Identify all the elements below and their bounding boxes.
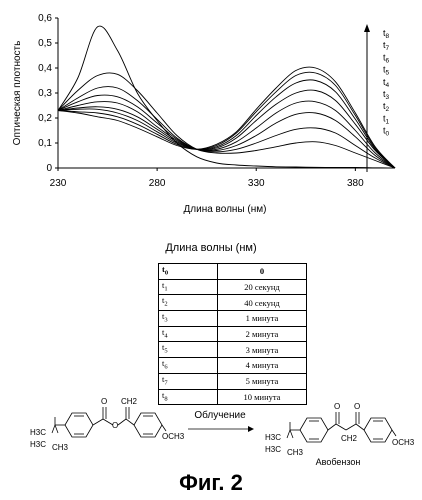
table-row: t3 1 минута xyxy=(158,310,307,327)
table-cell-key: t2 xyxy=(158,294,218,312)
table-row: t5 3 минута xyxy=(158,341,307,359)
table-cell-key: t6 xyxy=(158,357,218,374)
x-tick-label: 280 xyxy=(149,178,166,189)
legend-label-t3: t3 xyxy=(383,89,390,101)
table-cell-value: 3 минута xyxy=(217,341,307,359)
x-axis-title: Длина волны (нм) xyxy=(184,204,267,215)
reactant-structure xyxy=(51,407,167,438)
legend-label-t8: t8 xyxy=(383,28,390,40)
table-cell-value: 1 минута xyxy=(217,310,307,327)
table-row: t1 20 секунд xyxy=(158,278,307,296)
legend-label-t2: t2 xyxy=(383,101,390,113)
reactant-ch2-label: CH2 xyxy=(121,397,138,406)
table-cell-key: t0 xyxy=(158,263,218,280)
series-line-t5 xyxy=(57,89,396,169)
reaction-condition-label: Облучение xyxy=(194,409,246,421)
product-o-label-1: O xyxy=(334,402,340,411)
series-line-t1 xyxy=(57,72,396,169)
series-line-t4 xyxy=(57,100,396,169)
table-cell-value: 5 минута xyxy=(217,372,307,390)
table-row: t2 40 секунд xyxy=(158,294,307,312)
table-cell-value: 4 минута xyxy=(217,357,307,374)
table-row: t6 4 минута xyxy=(158,357,307,374)
product-och3-label: OCH3 xyxy=(392,438,415,447)
table-row: t7 5 минута xyxy=(158,372,307,390)
product-ch2-label: CH2 xyxy=(341,434,358,443)
product-ch3-label: CH3 xyxy=(287,448,304,457)
product-structure xyxy=(286,412,397,443)
subtitle: Длина волны (нм) xyxy=(165,242,257,254)
table-cell-value: 0 xyxy=(217,263,307,280)
y-tick-label: 0,3 xyxy=(38,88,52,99)
series-line-t6 xyxy=(57,79,396,169)
table-cell-value: 40 секунд xyxy=(217,294,307,312)
table-cell-key: t1 xyxy=(158,278,218,296)
reaction-scheme: CH2 O O H3C H3C CH3 OCH3 Облучение O O C… xyxy=(30,397,415,467)
y-tick-label: 0,1 xyxy=(38,138,52,149)
y-tick-label: 0 xyxy=(46,163,52,174)
series-line-t7 xyxy=(57,71,396,169)
table-cell-key: t5 xyxy=(158,341,218,359)
product-o-label-2: O xyxy=(354,402,360,411)
legend-label-t4: t4 xyxy=(383,77,390,89)
table-cell-value: 10 минута xyxy=(217,388,307,406)
y-tick-label: 0,2 xyxy=(38,113,52,124)
legend-label-t5: t5 xyxy=(383,65,390,77)
time-legend-table: t0 0 t1 20 секунд t2 40 секунд t3 1 минута … xyxy=(158,263,307,406)
table-row: t8 10 минута xyxy=(158,388,307,406)
y-tick-label: 0,5 xyxy=(38,38,52,49)
table-cell-value: 20 секунд xyxy=(217,278,307,296)
reaction-arrow-head xyxy=(248,426,254,432)
figure-title: Фиг. 2 xyxy=(179,470,243,495)
series-line-t3 xyxy=(57,94,396,169)
y-tick-label: 0,6 xyxy=(38,13,52,24)
reactant-o-label: O xyxy=(101,397,107,406)
series-line-t8 xyxy=(57,66,396,169)
reactant-ch3-label: CH3 xyxy=(52,443,69,452)
product-h3c-label-1: H3C xyxy=(265,433,281,442)
legend-label-t7: t7 xyxy=(383,40,390,52)
table-row: t4 2 минута xyxy=(158,325,307,343)
x-tick-label: 380 xyxy=(347,178,364,189)
reactant-h3c-label-1: H3C xyxy=(30,428,46,437)
x-tick-label: 330 xyxy=(248,178,265,189)
legend-label-t1: t1 xyxy=(383,113,390,125)
legend-label-t0: t0 xyxy=(383,126,390,138)
product-name: Авобензон xyxy=(316,457,361,467)
reactant-h3c-label-2: H3C xyxy=(30,440,46,449)
product-h3c-label-2: H3C xyxy=(265,445,281,454)
absorbance-chart: 0 0,1 0,2 0,3 0,4 0,5 0,6 230 280 330 380 Длина во… xyxy=(12,13,396,215)
series-line-t2 xyxy=(57,86,396,169)
time-arrow-head xyxy=(364,24,370,32)
x-tick-label: 230 xyxy=(50,178,67,189)
table-cell-key: t7 xyxy=(158,372,218,390)
table-cell-key: t3 xyxy=(158,310,218,327)
y-axis-title: Оптическая плотность xyxy=(12,41,23,146)
table-row: t0 0 xyxy=(158,263,307,280)
reactant-och3-label: OCH3 xyxy=(162,432,185,441)
reactant-ester-o-label: O xyxy=(112,421,118,430)
table-cell-value: 2 минута xyxy=(217,325,307,343)
legend-label-t6: t6 xyxy=(383,52,390,64)
table-cell-key: t4 xyxy=(158,325,218,343)
y-tick-label: 0,4 xyxy=(38,63,52,74)
